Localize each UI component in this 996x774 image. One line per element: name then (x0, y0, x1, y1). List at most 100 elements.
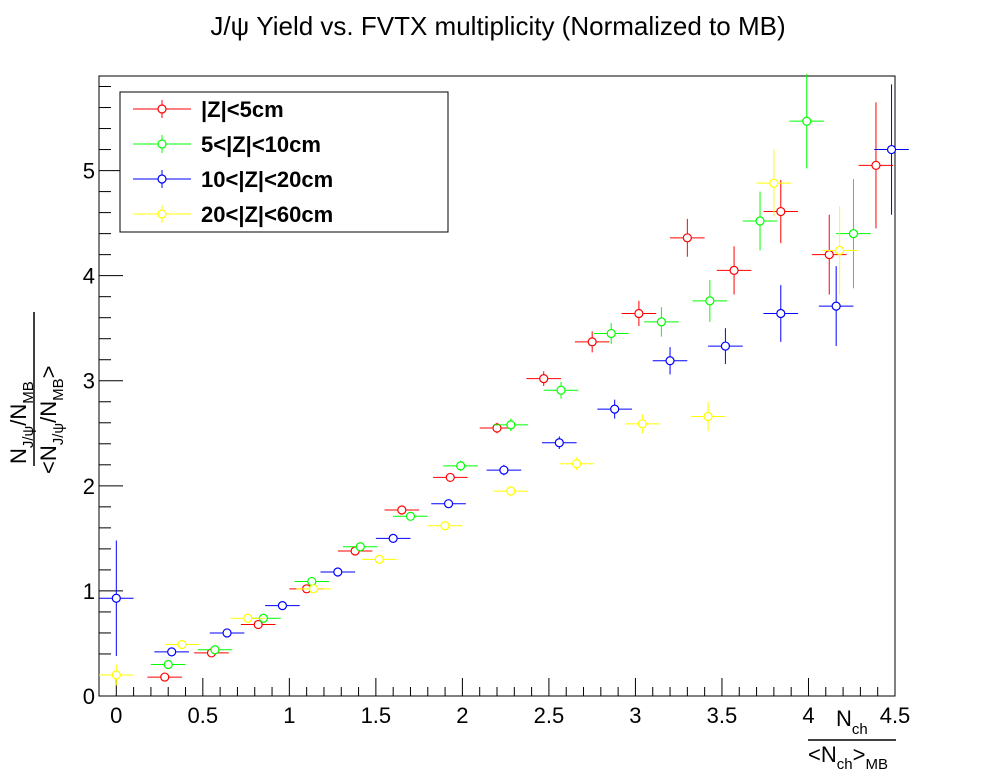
data-point (625, 414, 660, 434)
data-point (493, 418, 529, 432)
point-marker (637, 419, 647, 429)
x-tick-label: 2 (456, 703, 468, 728)
data-point (209, 628, 245, 638)
data-point (670, 218, 705, 257)
data-point (763, 180, 799, 244)
point-marker (177, 639, 187, 650)
data-point (99, 540, 134, 657)
data-point (526, 371, 562, 386)
x-tick-label: 0.5 (188, 703, 219, 728)
point-marker (222, 628, 232, 638)
point-marker (167, 647, 177, 657)
data-point (427, 521, 463, 531)
y-label-den-post: > (36, 366, 61, 379)
point-marker (492, 423, 502, 433)
point-marker (307, 576, 317, 587)
y-tick-label: 0 (83, 684, 95, 709)
data-point (320, 567, 356, 577)
y-label-den-mid: /N (36, 401, 61, 423)
x-tick-label: 4 (802, 703, 814, 728)
legend-label: |Z|<5cm (201, 97, 284, 122)
x-label-den-pre: <N (808, 742, 837, 767)
data-point (644, 307, 679, 337)
x-label-den-sub1: ch (837, 756, 853, 773)
point-marker (610, 404, 620, 414)
data-point (375, 533, 411, 543)
x-axis: 0 0.5 1 1.5 2 2.5 3 3.5 4 4.5 (98, 678, 911, 728)
y-tick-label: 3 (83, 369, 95, 394)
point-marker (388, 533, 398, 543)
series-2 (150, 73, 871, 670)
point-marker (703, 411, 713, 422)
legend-label: 5<|Z|<10cm (201, 132, 321, 157)
data-point (756, 149, 792, 217)
data-point (559, 457, 594, 471)
x-tick-label: 2.5 (534, 703, 565, 728)
x-tick-label: 1.5 (361, 703, 392, 728)
data-point (652, 347, 688, 375)
x-label-den-post: > (853, 742, 866, 767)
y-label-num-sub: J/ψ (20, 426, 37, 448)
data-point (296, 584, 331, 594)
data-point (147, 672, 183, 682)
point-marker (210, 645, 220, 655)
y-label-den-sub1: J/ψ (50, 423, 67, 445)
data-point (593, 322, 629, 344)
point-marker (440, 521, 450, 531)
point-marker (571, 459, 582, 469)
legend-marker (157, 139, 167, 149)
data-point (716, 246, 752, 295)
legend-marker (157, 174, 167, 184)
data-point (858, 102, 894, 229)
data-point (574, 331, 610, 353)
point-marker (554, 438, 564, 448)
point-marker (587, 337, 597, 347)
data-point (541, 436, 577, 450)
data-point (393, 511, 428, 521)
point-marker (831, 301, 841, 311)
y-tick-label: 5 (83, 159, 95, 184)
point-marker (355, 542, 365, 552)
x-label-num-main: N (836, 706, 852, 731)
y-label-num-sub2: MB (20, 381, 37, 404)
data-point (384, 505, 420, 515)
svg-text:NJ/ψ/NMB: NJ/ψ/NMB (6, 381, 37, 464)
point-marker (769, 178, 779, 188)
point-marker (374, 554, 384, 564)
legend-marker (157, 209, 167, 219)
chart-title: J/ψ Yield vs. FVTX multiplicity (Normali… (210, 11, 785, 41)
y-tick-label: 4 (83, 264, 95, 289)
point-marker (243, 613, 253, 623)
data-point (197, 645, 233, 655)
y-axis: 0 1 2 3 4 5 (83, 86, 123, 709)
series-3 (99, 84, 909, 657)
data-point (362, 554, 397, 564)
data-point (99, 664, 134, 686)
data-point (692, 279, 728, 322)
point-marker (277, 601, 288, 611)
data-point (621, 300, 657, 327)
y-label-num-slash: /N (6, 404, 31, 426)
data-point (265, 601, 300, 611)
point-marker (776, 206, 786, 217)
data-point (822, 206, 857, 295)
point-marker (824, 250, 834, 260)
point-marker (871, 160, 881, 170)
y-label-num-main: N (6, 448, 31, 464)
legend-entry: 10<|Z|<20cm (133, 167, 333, 192)
legend-entry: |Z|<5cm (133, 97, 284, 122)
point-marker (506, 486, 516, 496)
legend-entry: 5<|Z|<10cm (133, 132, 321, 157)
point-marker (539, 374, 549, 384)
svg-text:<NJ/ψ/NMB>: <NJ/ψ/NMB> (36, 366, 67, 474)
point-marker (456, 461, 466, 471)
series-1 (147, 102, 894, 682)
point-marker (111, 670, 121, 680)
series-4 (99, 149, 857, 686)
point-marker (160, 672, 170, 682)
data-point (432, 472, 468, 483)
data-point (431, 499, 466, 509)
point-marker (506, 420, 516, 430)
point-marker (776, 308, 786, 319)
x-tick-label: 4.5 (880, 703, 911, 728)
